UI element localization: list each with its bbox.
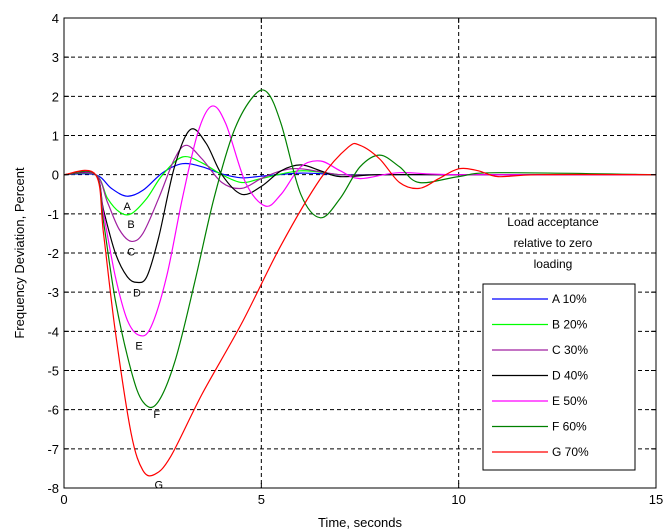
x-tick-label: 5 [258,492,265,507]
y-tick-label: -5 [47,364,59,379]
annotation-line-1: Load acceptance [507,215,599,229]
annotation-line-2: relative to zero [514,236,593,250]
legend-label: A 10% [552,292,587,306]
y-tick-label: -8 [47,481,59,496]
curve-label-e: E [135,340,142,352]
y-tick-label: 1 [52,129,59,144]
legend-label: D 40% [552,369,588,383]
y-tick-label: -3 [47,285,59,300]
x-tick-label: 15 [649,492,663,507]
curve-label-b: B [127,219,134,231]
series-line-d [63,128,656,284]
ticks: 0 5 10 15 -8 -7 -6 -5 -4 -3 -2 -1 0 1 2 3 4 [47,11,663,507]
x-tick-label: 10 [451,492,465,507]
curve-labels: AB C D E F G [123,201,163,491]
y-tick-label: -7 [47,442,59,457]
y-tick-label: -6 [47,403,59,418]
y-tick-label: 3 [52,50,59,65]
annotation-line-3: loading [534,257,573,271]
y-tick-label: 2 [52,89,59,104]
y-tick-label: -4 [47,324,59,339]
series-layer [63,89,657,477]
curve-label-c: C [127,246,135,258]
legend-label: C 30% [552,343,588,357]
legend: A 10% B 20% C 30% D 40% E 50% F 60% G 70% [482,283,636,471]
y-tick-label: 0 [52,168,59,183]
curve-label-d: D [133,287,141,299]
y-tick-label: 4 [52,11,59,26]
series-line-e [63,105,657,337]
y-tick-label: -2 [47,246,59,261]
legend-label: E 50% [552,394,588,408]
curve-label-f: F [153,409,160,421]
curve-label-a: A [123,201,131,213]
x-tick-label: 0 [60,492,67,507]
curve-label-g: G [154,479,163,491]
legend-box [482,283,636,471]
x-axis-label: Time, seconds [318,515,403,530]
legend-label: B 20% [552,318,588,332]
y-tick-label: -1 [47,207,59,222]
legend-label: G 70% [552,445,589,459]
annotation: Load acceptance relative to zero loading [507,215,599,271]
series-line-g [63,142,657,477]
legend-label: F 60% [552,420,587,434]
y-axis-label: Frequency Deviation, Percent [12,167,27,339]
series-line-f [63,89,657,409]
